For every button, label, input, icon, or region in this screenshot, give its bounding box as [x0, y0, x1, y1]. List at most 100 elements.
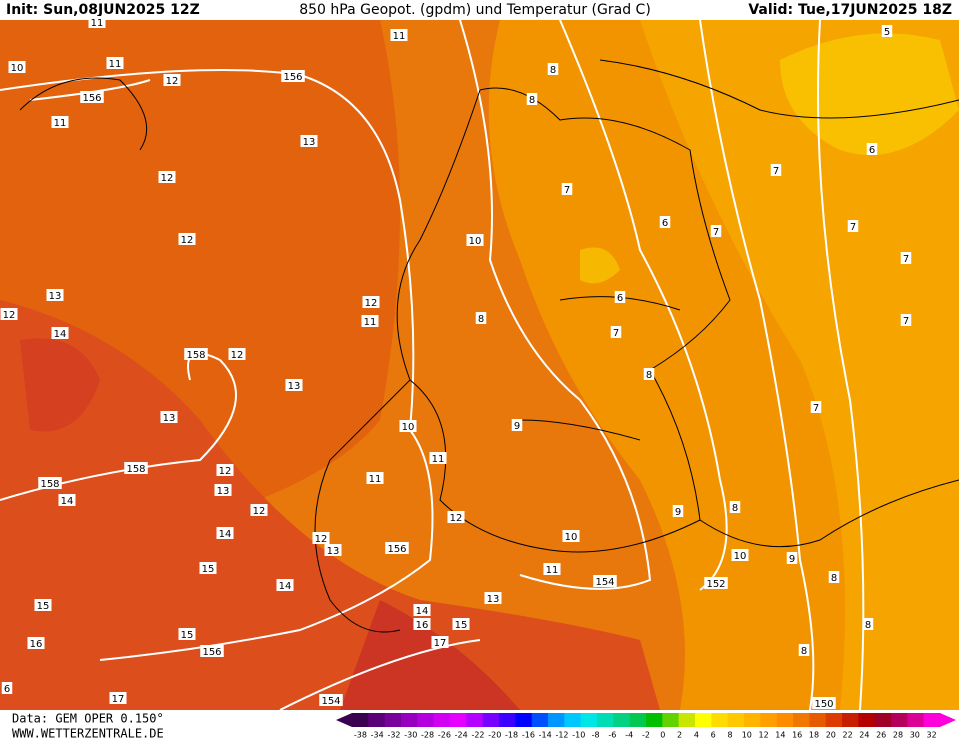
contour-label: 7	[613, 328, 619, 339]
legend-tick-label: -34	[371, 731, 384, 740]
label-box	[431, 636, 449, 648]
legend-swatch	[858, 713, 876, 727]
contour-label: 15	[181, 630, 194, 641]
legend-swatch	[662, 713, 680, 727]
label-box	[88, 16, 106, 28]
label-box	[285, 379, 303, 391]
label-box	[847, 220, 859, 232]
label-box	[80, 91, 104, 103]
legend-swatch	[597, 713, 614, 727]
legend-tick-label: 8	[727, 731, 732, 740]
contour-label: 12	[181, 235, 194, 246]
legend-tick-label: -18	[505, 731, 518, 740]
contour-label: 17	[434, 638, 447, 649]
legend-swatch	[776, 713, 794, 727]
contour-label: 156	[202, 647, 221, 658]
map-title: 850 hPa Geopot. (gpdm) und Temperatur (G…	[299, 2, 651, 18]
label-box	[163, 74, 181, 86]
legend-swatch	[580, 713, 598, 727]
legend-swatch	[548, 713, 565, 727]
label-box	[46, 289, 64, 301]
color-legend: -38 -34 -32 -30 -28 -26 -24 -22 -20 -18 -16 -14 -12-…	[336, 713, 956, 740]
contour-label: 11	[393, 31, 406, 42]
legend-swatch	[401, 713, 418, 727]
contour-label: 10	[402, 422, 415, 433]
label-box	[58, 494, 76, 506]
contour-label: 12	[253, 506, 266, 517]
label-box	[216, 527, 234, 539]
legend-swatch	[891, 713, 908, 727]
contour-label: 12	[161, 173, 174, 184]
contour-label: 9	[789, 554, 795, 565]
contour-label: 5	[884, 27, 890, 38]
contour-label: 12	[3, 310, 16, 321]
label-box	[643, 368, 655, 380]
legend-swatch	[923, 713, 941, 727]
contour-label: 8	[732, 503, 738, 514]
header: Init: Sun,08JUN2025 12Z 850 hPa Geopot. …	[0, 0, 959, 20]
contour-label: 17	[112, 694, 125, 705]
legend-swatch	[433, 713, 451, 727]
contour-label: 8	[550, 65, 556, 76]
map-background	[0, 20, 959, 710]
contour-label: 11	[364, 317, 377, 328]
label-box	[361, 315, 379, 327]
label-box	[158, 171, 176, 183]
contour-label: 9	[514, 421, 520, 432]
label-box	[214, 484, 232, 496]
label-box	[362, 296, 380, 308]
contour-label: 8	[801, 646, 807, 657]
contour-label: 7	[773, 166, 779, 177]
legend-tick-label: -24	[455, 731, 468, 740]
contour-label: 14	[54, 329, 67, 340]
contour-label: 12	[219, 466, 232, 477]
contour-label: 13	[49, 291, 62, 302]
label-box	[399, 420, 417, 432]
label-box	[710, 225, 722, 237]
legend-tick-label: 26	[876, 731, 886, 740]
label-box	[178, 233, 196, 245]
legend-swatch	[695, 713, 712, 727]
legend-tick-label: -20	[488, 731, 501, 740]
contour-label: 14	[416, 606, 429, 617]
contour-label: 6	[869, 145, 875, 156]
legend-arrow-right	[940, 713, 956, 727]
legend-tick-label: 0	[660, 731, 665, 740]
legend-tick-label: 32	[927, 731, 937, 740]
label-box	[27, 637, 45, 649]
contour-label: 14	[279, 581, 292, 592]
init-time: Init: Sun,08JUN2025 12Z	[6, 2, 200, 18]
contour-label: 12	[315, 534, 328, 545]
contour-label: 10	[734, 551, 747, 562]
legend-swatch	[499, 713, 516, 727]
label-box	[51, 327, 69, 339]
legend-swatch	[613, 713, 631, 727]
legend-swatch	[842, 713, 859, 727]
legend-tick-label: -8	[592, 731, 600, 740]
contour-label: 154	[321, 696, 340, 707]
contour-label: 8	[478, 314, 484, 325]
legend-tick-label: 4	[694, 731, 699, 740]
legend-tick-label: 2	[677, 731, 682, 740]
label-box	[810, 401, 822, 413]
contour-label: 10	[469, 236, 482, 247]
contour-label: 14	[61, 496, 74, 507]
label-box	[526, 93, 538, 105]
label-box	[561, 183, 573, 195]
contour-label: 16	[30, 639, 43, 650]
label-box	[312, 532, 330, 544]
legend-swatch	[744, 713, 761, 727]
contour-label: 13	[163, 413, 176, 424]
contour-label: 7	[903, 316, 909, 327]
label-box	[466, 234, 484, 246]
legend-swatch	[384, 713, 402, 727]
contour-label: 158	[40, 479, 59, 490]
legend-tick-label: 12	[759, 731, 769, 740]
legend-tick-label: 24	[859, 731, 869, 740]
label-box	[324, 544, 342, 556]
contour-label: 11	[546, 565, 559, 576]
label-box	[429, 452, 447, 464]
label-box	[0, 308, 18, 320]
contour-label: 154	[595, 577, 614, 588]
